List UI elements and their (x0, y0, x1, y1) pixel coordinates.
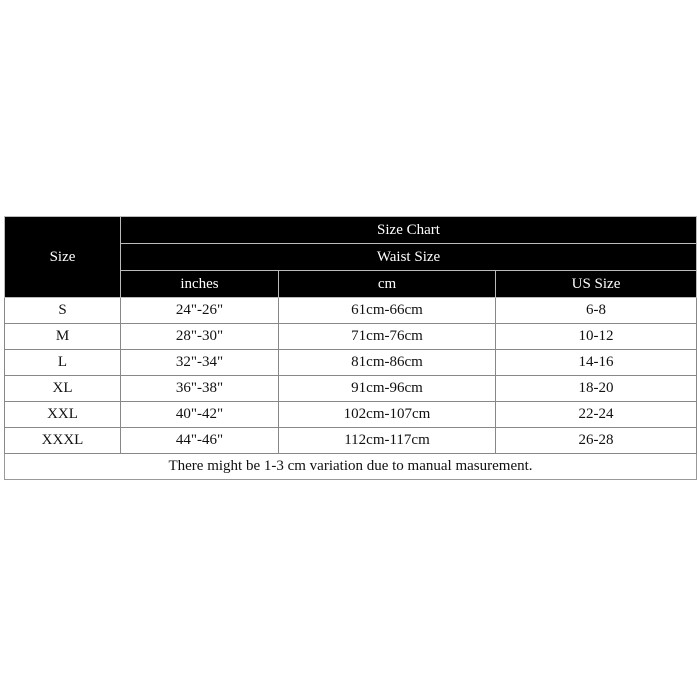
cell-cm: 112cm-117cm (278, 427, 496, 454)
cell-size: S (4, 297, 121, 324)
cell-us: 14-16 (495, 349, 697, 376)
cell-cm: 81cm-86cm (278, 349, 496, 376)
size-header: Size (4, 216, 121, 298)
cell-size: M (4, 323, 121, 350)
cell-cm: 61cm-66cm (278, 297, 496, 324)
table-row: M 28"-30" 71cm-76cm 10-12 (4, 323, 697, 350)
cell-size: XL (4, 375, 121, 402)
table-row: XL 36"-38" 91cm-96cm 18-20 (4, 375, 697, 402)
cell-cm: 102cm-107cm (278, 401, 496, 428)
cell-inches: 24"-26" (120, 297, 279, 324)
column-header-us-size: US Size (495, 270, 697, 298)
cell-size: L (4, 349, 121, 376)
cell-size: XXL (4, 401, 121, 428)
cell-inches: 36"-38" (120, 375, 279, 402)
table-row: XXXL 44"-46" 112cm-117cm 26-28 (4, 427, 697, 454)
chart-title: Size Chart (120, 216, 697, 244)
cell-us: 6-8 (495, 297, 697, 324)
column-header-inches: inches (120, 270, 279, 298)
column-header-cm: cm (278, 270, 496, 298)
cell-size: XXXL (4, 427, 121, 454)
cell-inches: 32"-34" (120, 349, 279, 376)
cell-cm: 91cm-96cm (278, 375, 496, 402)
cell-us: 22-24 (495, 401, 697, 428)
cell-inches: 44"-46" (120, 427, 279, 454)
size-chart-table: Size Size Chart Waist Size inches cm US … (4, 216, 697, 480)
cell-us: 18-20 (495, 375, 697, 402)
table-row: L 32"-34" 81cm-86cm 14-16 (4, 349, 697, 376)
chart-subtitle: Waist Size (120, 243, 697, 271)
cell-inches: 28"-30" (120, 323, 279, 350)
table-row: XXL 40"-42" 102cm-107cm 22-24 (4, 401, 697, 428)
cell-us: 26-28 (495, 427, 697, 454)
cell-us: 10-12 (495, 323, 697, 350)
table-row: S 24"-26" 61cm-66cm 6-8 (4, 297, 697, 324)
cell-cm: 71cm-76cm (278, 323, 496, 350)
note: There might be 1-3 cm variation due to m… (4, 453, 697, 480)
cell-inches: 40"-42" (120, 401, 279, 428)
